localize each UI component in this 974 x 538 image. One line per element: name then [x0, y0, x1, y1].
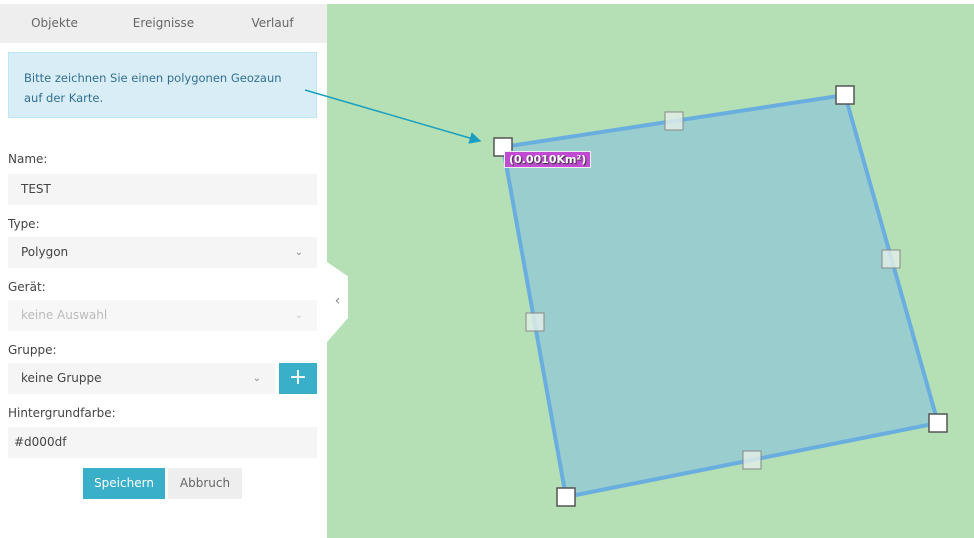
color-input[interactable]: #d000df	[8, 427, 317, 458]
hint-arrow	[304, 89, 482, 144]
type-label: Type:	[8, 217, 40, 231]
chevron-left-icon: ‹	[334, 293, 341, 309]
save-button[interactable]: Speichern	[83, 468, 165, 499]
side-panel: Objekte Ereignisse Verlauf Bitte zeichne…	[0, 0, 327, 538]
group-label: Gruppe:	[8, 343, 57, 357]
tab-objects[interactable]: Objekte	[31, 16, 78, 30]
area-label: (0.0010Km²)	[504, 151, 592, 168]
device-label: Gerät:	[8, 280, 46, 294]
type-select[interactable]: Polygon ⌄	[8, 237, 317, 268]
name-label: Name:	[8, 152, 48, 166]
midpoint-handle[interactable]	[664, 111, 684, 131]
group-value: keine Gruppe	[21, 371, 102, 385]
vertex-handle[interactable]	[556, 487, 576, 507]
type-value: Polygon	[21, 245, 69, 259]
cancel-button[interactable]: Abbruch	[168, 468, 242, 499]
info-alert: Bitte zeichnen Sie einen polygonen Geoza…	[8, 52, 317, 118]
vertex-handle[interactable]	[928, 413, 948, 433]
tab-history[interactable]: Verlauf	[251, 16, 294, 30]
add-group-button[interactable]: +	[279, 363, 317, 394]
midpoint-handle[interactable]	[525, 312, 545, 332]
tab-events[interactable]: Ereignisse	[132, 16, 195, 30]
tab-bar: Objekte Ereignisse Verlauf	[0, 4, 327, 43]
device-select[interactable]: keine Auswahl ⌄	[8, 300, 317, 331]
midpoint-handle[interactable]	[881, 249, 901, 269]
name-input[interactable]: TEST	[8, 174, 317, 205]
device-value: keine Auswahl	[21, 308, 108, 322]
collapse-panel-button[interactable]: ‹	[327, 262, 348, 342]
vertex-handle[interactable]	[835, 85, 855, 105]
chevron-down-icon: ⌄	[294, 247, 303, 258]
midpoint-handle[interactable]	[742, 450, 762, 470]
chevron-down-icon: ⌄	[252, 373, 261, 384]
color-label: Hintergrundfarbe:	[8, 406, 116, 420]
group-select[interactable]: keine Gruppe ⌄	[8, 363, 275, 394]
chevron-down-icon: ⌄	[294, 310, 303, 321]
